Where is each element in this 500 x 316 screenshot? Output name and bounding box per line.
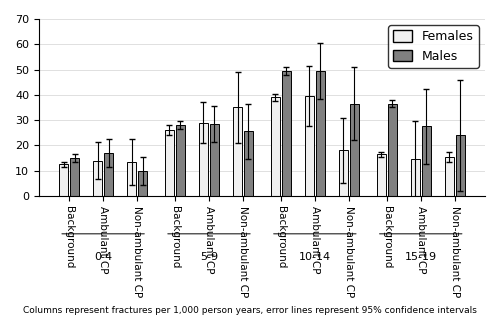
Text: 0-4: 0-4	[94, 252, 112, 262]
Bar	[165, 130, 174, 196]
Bar	[70, 158, 79, 196]
Bar	[127, 162, 136, 196]
Bar	[305, 96, 314, 196]
Bar	[210, 124, 219, 196]
Bar	[59, 164, 68, 196]
Bar	[339, 150, 348, 196]
Bar	[244, 131, 253, 196]
Bar	[411, 159, 420, 196]
Bar	[93, 161, 102, 196]
Bar	[176, 125, 185, 196]
Bar	[199, 123, 208, 196]
Bar	[104, 153, 113, 196]
Text: Columns represent fractures per 1,000 person years, error lines represent 95% co: Columns represent fractures per 1,000 pe…	[23, 306, 477, 315]
Bar	[282, 71, 291, 196]
Bar	[233, 107, 242, 196]
Bar	[316, 71, 325, 196]
Bar	[350, 104, 359, 196]
Bar	[388, 104, 396, 196]
Text: 15-19: 15-19	[404, 252, 437, 262]
Bar	[456, 135, 464, 196]
Text: 10-14: 10-14	[299, 252, 331, 262]
Legend: Females, Males: Females, Males	[388, 25, 479, 68]
Text: 5-9: 5-9	[200, 252, 218, 262]
Bar	[138, 171, 147, 196]
Bar	[376, 154, 386, 196]
Bar	[422, 126, 430, 196]
Bar	[271, 97, 280, 196]
Bar	[445, 157, 454, 196]
